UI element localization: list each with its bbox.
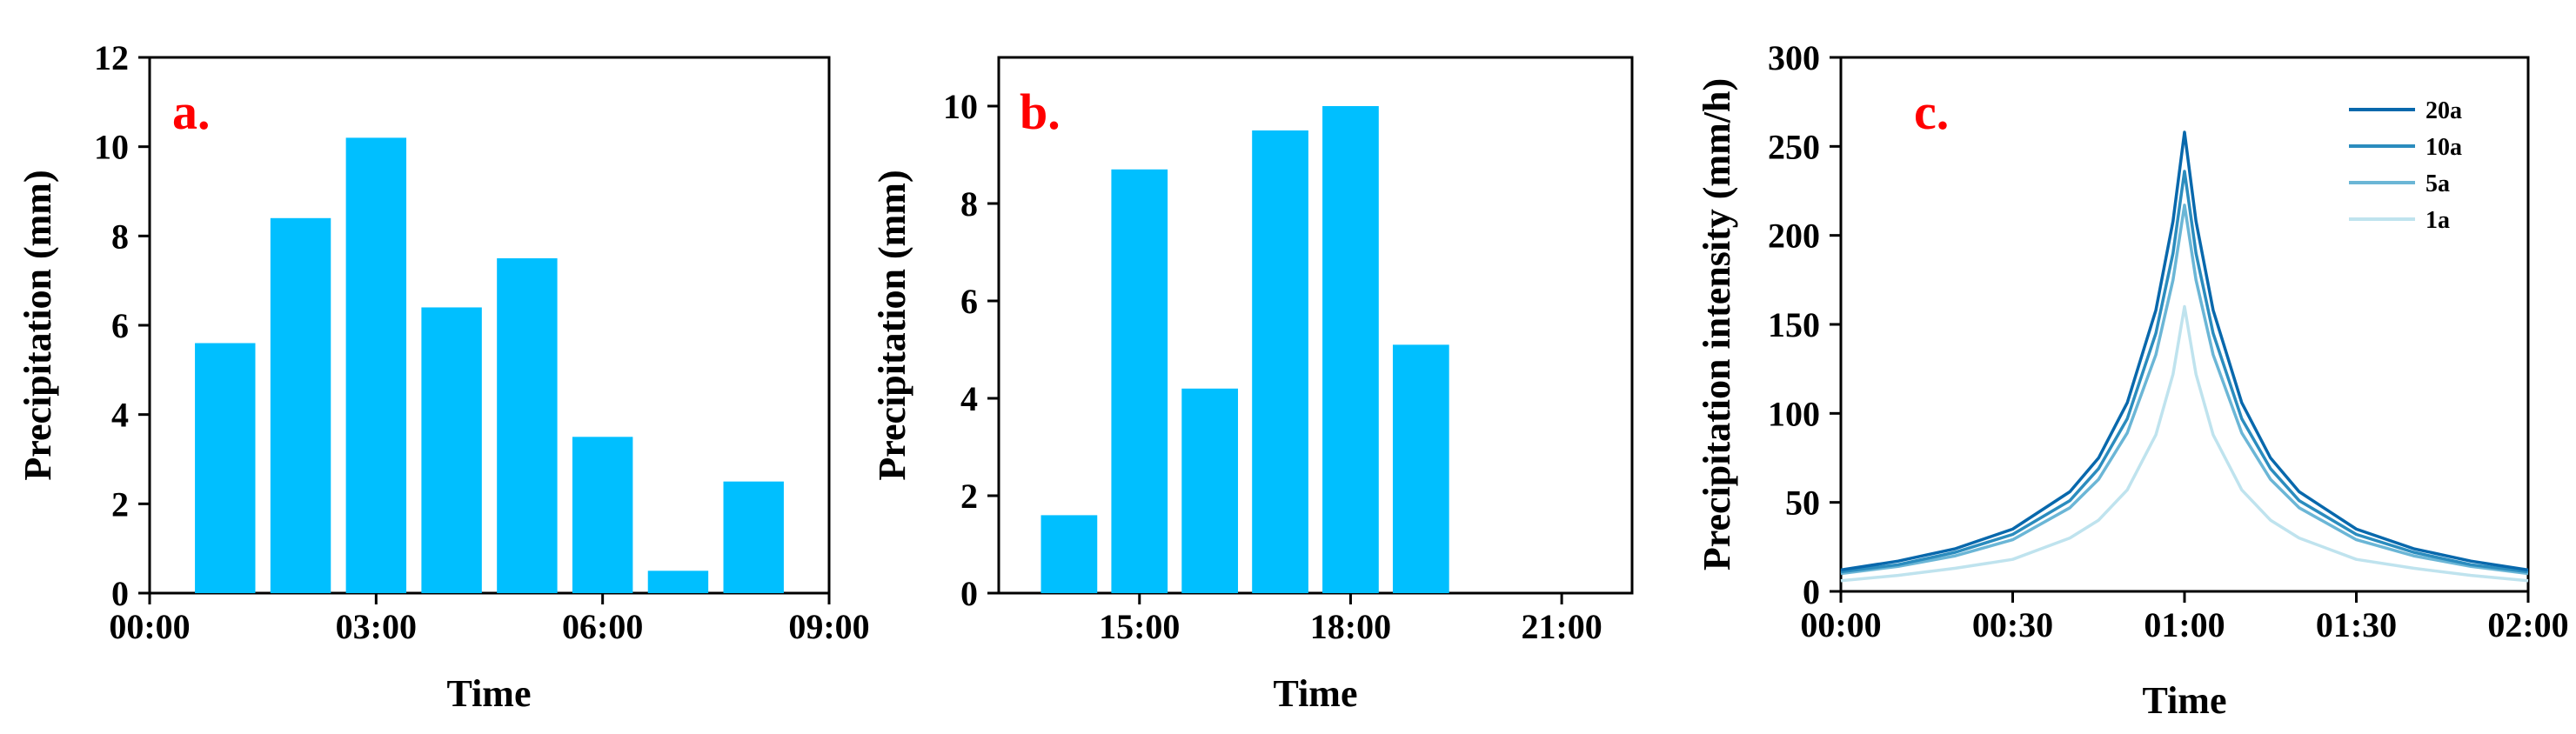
legend-label: 10a: [2425, 134, 2462, 161]
y-tick-label: 6: [111, 306, 129, 345]
legend: 20a 10a 5a 1a: [2349, 97, 2462, 234]
panel-c: 00:00 00:30 01:00 01:30 02:00 0 50 100 150 200 25…: [1696, 38, 2569, 722]
y-tick-label: 12: [94, 38, 129, 77]
series-line-20a: [1840, 130, 2529, 572]
x-axis-title: Time: [1274, 672, 1358, 715]
y-tick-label: 150: [1768, 305, 1820, 344]
y-tick-label: 250: [1768, 127, 1820, 166]
y-tick-label: 10: [943, 87, 978, 126]
x-tick-label: 00:00: [1800, 605, 1881, 644]
y-tick-label: 50: [1785, 484, 1820, 523]
legend-label: 20a: [2425, 97, 2462, 124]
y-tick-label: 0: [1803, 572, 1820, 611]
bar: [1181, 388, 1239, 593]
y-axis-title: Precipitation intensity (mm/h): [1696, 78, 1738, 571]
bar: [497, 258, 558, 593]
series-line-10a: [1840, 170, 2529, 574]
panel-label: c.: [1914, 83, 1949, 140]
y-tick-label: 8: [111, 217, 129, 256]
y-tick-label: 300: [1768, 38, 1820, 77]
y-axis-title: Precipitation (mm): [17, 170, 59, 480]
x-tick-label: 06:00: [562, 607, 643, 646]
legend-label: 5a: [2425, 170, 2450, 197]
y-tick-label: 6: [960, 282, 978, 321]
panel-a: 00:00 03:00 06:00 09:00 0 2 4 6 8 10 12 a. Time P…: [17, 38, 870, 715]
series-line-5a: [1840, 204, 2529, 576]
x-axis-ticks: 00:00 03:00 06:00 09:00: [109, 593, 870, 646]
x-tick-label: 09:00: [788, 607, 869, 646]
legend-label: 1a: [2425, 207, 2450, 234]
x-axis-ticks: 15:00 18:00 21:00: [1099, 593, 1602, 646]
x-axis-ticks: 00:00 00:30 01:00 01:30 02:00: [1800, 591, 2569, 644]
y-tick-label: 2: [960, 477, 978, 516]
y-tick-label: 4: [960, 379, 978, 418]
bar: [1392, 344, 1449, 593]
bar: [1252, 130, 1308, 593]
y-axis-ticks: 0 50 100 150 200 250 300: [1768, 38, 1841, 611]
line-series: [1840, 130, 2529, 583]
bar: [647, 571, 709, 593]
series-line-1a: [1840, 304, 2529, 583]
y-tick-label: 0: [960, 574, 978, 613]
bar: [345, 137, 407, 593]
y-tick-label: 0: [111, 574, 129, 613]
y-tick-label: 200: [1768, 217, 1820, 256]
bar-series: [1040, 106, 1449, 594]
x-tick-label: 00:30: [1972, 605, 2053, 644]
x-tick-label: 15:00: [1099, 607, 1180, 646]
x-axis-title: Time: [2143, 679, 2227, 722]
bar: [1111, 169, 1168, 594]
bar: [421, 307, 482, 593]
bar: [270, 217, 331, 594]
x-tick-label: 01:30: [2316, 605, 2397, 644]
y-tick-label: 2: [111, 484, 129, 524]
x-tick-label: 02:00: [2487, 605, 2568, 644]
panel-label: b.: [1020, 83, 1061, 140]
panel-label: a.: [172, 83, 211, 140]
bar: [723, 481, 784, 593]
x-axis-title: Time: [447, 672, 532, 715]
x-tick-label: 00:00: [109, 607, 190, 646]
x-tick-label: 03:00: [336, 607, 417, 646]
x-tick-label: 01:00: [2144, 605, 2225, 644]
bar: [572, 437, 633, 593]
y-tick-label: 10: [94, 128, 129, 167]
bar: [1322, 106, 1379, 593]
bar: [1040, 515, 1098, 593]
plot-frame: [997, 56, 1634, 595]
bar-series: [195, 137, 784, 594]
panel-b: 15:00 18:00 21:00 0 2 4 6 8 10 b. Time Precipit…: [871, 56, 1634, 715]
y-tick-label: 8: [960, 184, 978, 224]
y-axis-ticks: 0 2 4 6 8 10: [943, 87, 999, 613]
x-tick-label: 21:00: [1521, 607, 1602, 646]
y-tick-label: 100: [1768, 394, 1820, 433]
y-tick-label: 4: [111, 396, 129, 435]
x-tick-label: 18:00: [1310, 607, 1391, 646]
y-axis-title: Precipitation (mm): [871, 170, 913, 480]
y-axis-ticks: 0 2 4 6 8 10 12: [94, 38, 150, 613]
bar: [195, 343, 256, 593]
